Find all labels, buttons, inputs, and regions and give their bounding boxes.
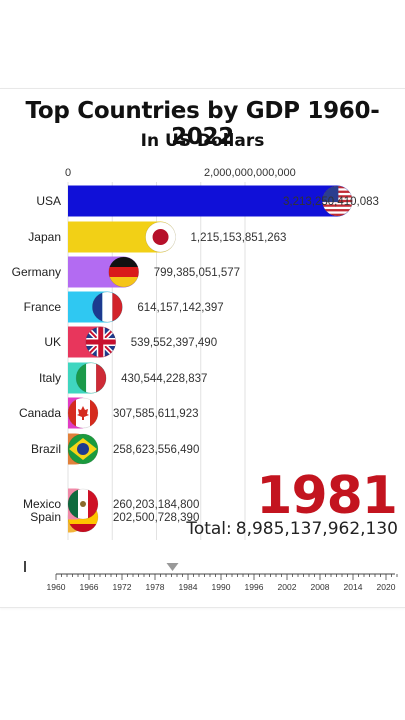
timeline-tick-label: 1966 <box>80 582 99 592</box>
bar-row-mexico: Mexico 260,203,184,800 <box>23 488 199 520</box>
timeline-tick-label: 2008 <box>311 582 330 592</box>
value-label: 3,213,250,410,083 <box>283 196 379 208</box>
category-label: UK <box>44 335 61 349</box>
timeline[interactable]: 1960 1966 1972 1978 1984 1990 1996 2002 2008 2014… <box>47 563 398 592</box>
bar-usa <box>68 185 353 217</box>
value-label: 1,215,153,851,263 <box>191 232 287 244</box>
value-label: 799,385,051,577 <box>154 267 240 279</box>
category-label: Italy <box>39 371 61 385</box>
flag-france-icon <box>92 291 123 323</box>
timeline-marker[interactable] <box>166 563 179 571</box>
timeline-tick-label: 1990 <box>212 582 231 592</box>
flag-germany-icon <box>108 256 140 288</box>
category-label: Canada <box>19 406 61 420</box>
category-label: Brazil <box>31 442 61 456</box>
bar-row-germany: Germany 799,385,051,577 <box>12 256 240 288</box>
flag-japan-icon <box>145 221 176 253</box>
bar-row-brazil: Brazil 258,623,556,490 <box>31 433 199 465</box>
bar-row-canada: Canada 307,585,611,923 <box>19 397 198 429</box>
category-label: Japan <box>28 230 61 244</box>
timeline-tick-label: 2002 <box>278 582 297 592</box>
bar-row-japan: Japan 1,215,153,851,263 <box>28 221 287 253</box>
flag-mexico-icon <box>67 488 99 520</box>
x-tick-label: 2,000,000,000,000 <box>204 167 296 179</box>
value-label: 539,552,397,490 <box>131 337 217 349</box>
value-label: 614,157,142,397 <box>137 302 223 314</box>
timeline-tick-label: 2014 <box>344 582 363 592</box>
timeline-tick-label: 2020 <box>377 582 396 592</box>
total-value: 8,985,137,962,130 <box>235 519 398 539</box>
chart-subtitle: In US Dollars <box>140 131 265 151</box>
total-gdp: Total: 8,985,137,962,130 <box>186 519 398 539</box>
timeline-tick-label: 1996 <box>245 582 264 592</box>
chart-title: Top Countries by GDP 1960-2022 <box>25 98 380 150</box>
pause-icon[interactable] <box>24 561 26 572</box>
bar-row-uk: UK 539,552,397,490 <box>44 326 217 358</box>
category-label: Mexico <box>23 497 61 511</box>
category-label: Spain <box>30 510 61 524</box>
flag-canada-icon <box>67 397 99 429</box>
x-tick-label: 0 <box>65 167 71 179</box>
bar-row-usa: USA 3,213,250,410,083 <box>36 185 379 217</box>
value-label: 307,585,611,923 <box>113 408 198 420</box>
timeline-tick-label: 1984 <box>179 582 198 592</box>
category-label: Germany <box>12 265 61 279</box>
timeline-tick-label: 1960 <box>47 582 66 592</box>
value-label: 430,544,228,837 <box>121 373 207 385</box>
category-label: France <box>24 300 62 314</box>
current-year: 1981 <box>256 466 398 526</box>
timeline-tick-label: 1978 <box>146 582 165 592</box>
total-label: Total: <box>186 519 232 539</box>
value-label: 202,500,728,390 <box>113 512 199 524</box>
bar-row-italy: Italy 430,544,228,837 <box>39 362 207 394</box>
flag-brazil-icon <box>67 433 99 465</box>
timeline-tick-label: 1972 <box>113 582 132 592</box>
bars: Spain 202,500,728,390 Mexico 260,203,184,80… <box>12 185 379 533</box>
value-label: 258,623,556,490 <box>113 444 199 456</box>
flag-italy-icon <box>75 362 107 394</box>
category-label: USA <box>36 194 61 208</box>
bar-row-france: France 614,157,142,397 <box>24 291 224 323</box>
flag-uk-icon <box>85 326 117 358</box>
x-axis: 0 2,000,000,000,000 <box>65 167 296 179</box>
value-label: 260,203,184,800 <box>113 499 199 511</box>
